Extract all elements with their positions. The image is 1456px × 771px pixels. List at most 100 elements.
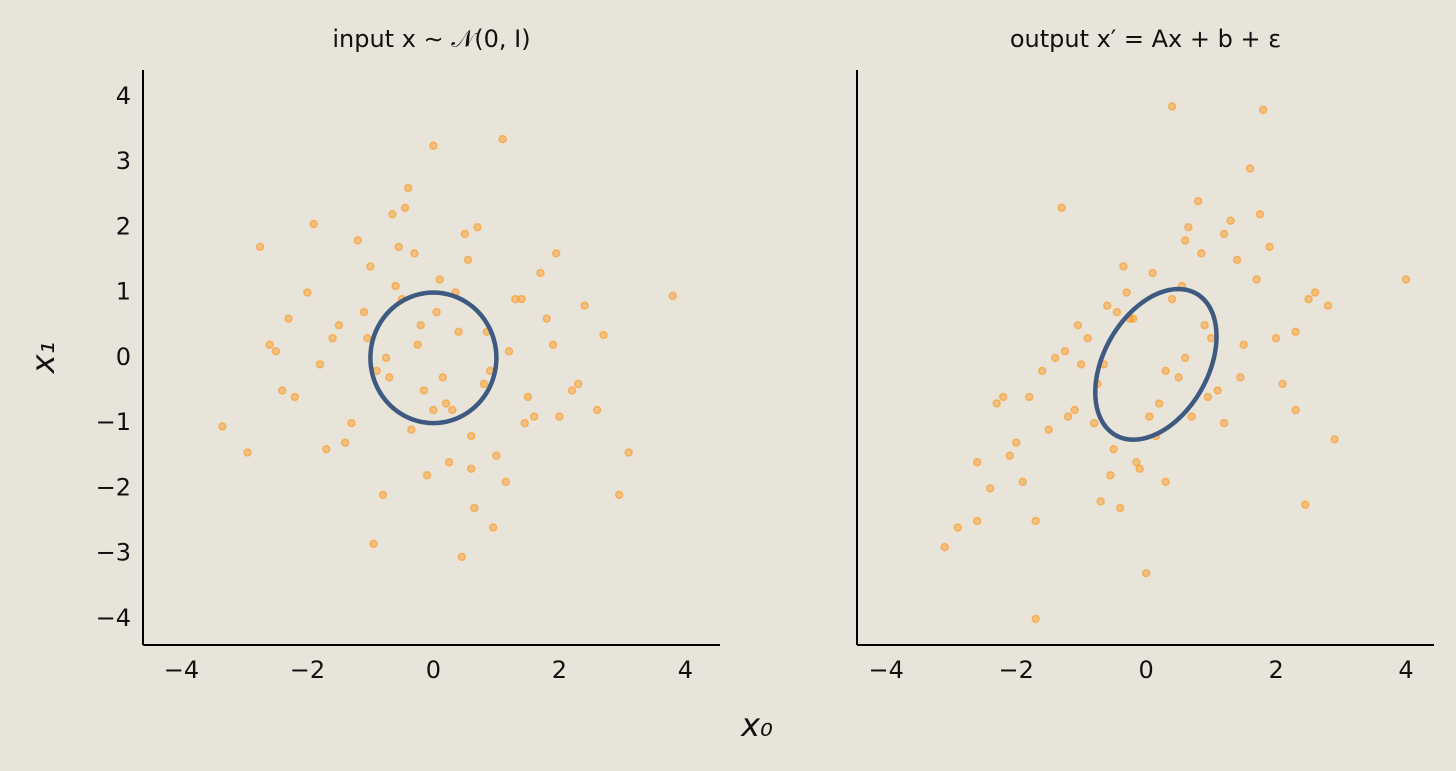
point: [1180, 353, 1190, 363]
point: [492, 451, 501, 460]
point: [1060, 347, 1070, 356]
point: [1401, 275, 1411, 284]
point: [470, 503, 479, 513]
point: [403, 183, 413, 193]
point: [1206, 333, 1216, 343]
point: [1083, 333, 1092, 343]
point: [407, 425, 416, 434]
point: [1174, 373, 1183, 382]
point: [1304, 294, 1313, 304]
point: [614, 490, 624, 500]
point: [1044, 425, 1053, 434]
point: [1115, 503, 1125, 513]
point: [548, 340, 558, 350]
point: [284, 314, 293, 323]
point: [416, 320, 426, 330]
point: [432, 307, 441, 317]
point: [592, 405, 602, 415]
point: [1050, 353, 1060, 363]
point: [1239, 340, 1248, 350]
point: [998, 392, 1008, 402]
point: [1167, 294, 1177, 304]
point: [1187, 412, 1196, 421]
point: [243, 448, 252, 457]
point: [1089, 418, 1099, 428]
point: [1330, 435, 1339, 444]
point: [1271, 333, 1281, 343]
point: [1255, 209, 1265, 219]
point: [1310, 288, 1320, 297]
point: [488, 523, 498, 532]
x-tick-label: 4: [1398, 656, 1413, 684]
point: [1200, 320, 1209, 330]
point: [255, 242, 265, 252]
point: [992, 399, 1001, 408]
point: [441, 399, 451, 408]
point: [555, 412, 564, 421]
x-tick-label: 0: [426, 656, 441, 684]
point: [1193, 196, 1203, 206]
y-tick-label: −3: [96, 539, 131, 567]
point: [438, 373, 448, 382]
point: [1145, 412, 1154, 421]
point: [1258, 105, 1268, 115]
point: [504, 347, 514, 356]
point: [1096, 497, 1105, 506]
y-axis-label: x₁: [24, 342, 62, 375]
point: [551, 249, 561, 258]
point: [362, 333, 372, 343]
y-tick-label: −2: [96, 473, 131, 501]
point: [303, 288, 312, 297]
point: [668, 291, 678, 301]
point: [1018, 477, 1027, 487]
point: [624, 448, 633, 457]
point: [953, 523, 962, 532]
point: [1265, 242, 1274, 252]
point: [265, 340, 274, 350]
x-tick-label: −2: [290, 656, 325, 684]
point: [328, 333, 337, 343]
point: [1112, 307, 1122, 317]
point: [1122, 288, 1131, 297]
point: [511, 294, 520, 304]
point: [536, 268, 545, 278]
point: [972, 516, 982, 526]
point: [1197, 249, 1206, 258]
point: [334, 320, 344, 330]
point: [1024, 392, 1034, 402]
point: [1135, 464, 1144, 474]
point: [1291, 327, 1300, 336]
point: [1109, 444, 1118, 454]
point: [340, 438, 350, 447]
x-tick-label: −4: [164, 656, 199, 684]
point: [1184, 223, 1193, 232]
point: [429, 405, 438, 415]
covariance-ellipse: [368, 290, 499, 426]
y-tick-label: −4: [96, 604, 131, 632]
x-tick-label: 2: [1268, 656, 1283, 684]
point: [466, 464, 476, 474]
point: [353, 236, 363, 245]
point: [347, 418, 356, 428]
point: [501, 477, 511, 487]
point: [466, 431, 476, 441]
y-tick-label: 1: [116, 278, 131, 306]
point: [422, 471, 432, 480]
x-axis-label: x₀: [740, 706, 773, 744]
point: [1132, 458, 1141, 467]
point: [1148, 268, 1157, 278]
point: [1203, 392, 1213, 402]
panel-title: input x ∼ 𝒩(0, I): [332, 25, 530, 53]
point: [479, 379, 489, 389]
point: [448, 405, 457, 415]
point: [1063, 412, 1073, 421]
point: [1119, 262, 1128, 271]
point: [410, 249, 419, 258]
point: [413, 340, 422, 350]
point: [366, 262, 375, 271]
point: [985, 484, 995, 493]
point: [388, 209, 397, 219]
point: [1323, 301, 1333, 310]
